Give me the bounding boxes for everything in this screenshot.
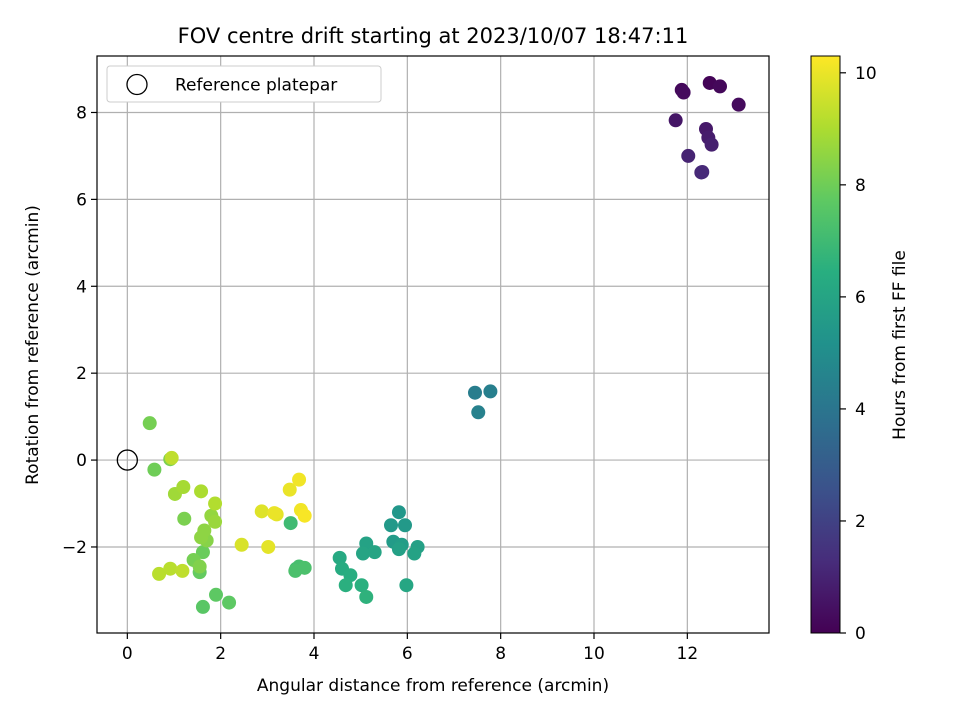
data-point (175, 563, 190, 578)
data-point (152, 566, 167, 581)
legend-box (106, 65, 382, 103)
data-point (195, 545, 210, 560)
data-point (676, 85, 691, 100)
x-tick-label: 8 (495, 644, 506, 664)
y-tick-label: −2 (62, 538, 87, 558)
reference-platepar-marker (116, 449, 138, 471)
data-point (261, 539, 276, 554)
y-tick-label: 0 (76, 451, 87, 471)
data-point (354, 578, 369, 593)
y-axis-ticks: −2 0 2 4 6 8 (62, 103, 97, 558)
x-axis-ticks: 0 2 4 6 8 10 12 (122, 633, 698, 664)
data-point (367, 545, 382, 560)
x-tick-label: 0 (122, 644, 133, 664)
legend: Reference platepar (106, 65, 382, 103)
data-point (359, 589, 374, 604)
data-point (164, 450, 179, 465)
colorbar-tick-label: 0 (855, 624, 866, 644)
data-point (468, 385, 482, 400)
data-point (192, 559, 207, 574)
data-point (384, 518, 398, 533)
data-point (391, 505, 406, 520)
data-point (297, 508, 312, 523)
data-point (471, 405, 486, 420)
data-point (356, 546, 370, 561)
colorbar: 0 2 4 6 8 10 Hours from first FF file (810, 55, 910, 644)
data-point (283, 516, 298, 531)
colorbar-label: Hours from first FF file (890, 250, 910, 440)
colorbar-tick-label: 10 (855, 64, 877, 84)
data-point (292, 472, 307, 487)
data-point (288, 563, 303, 578)
data-point (208, 496, 223, 511)
chart-title: FOV centre drift starting at 2023/10/07 … (178, 24, 689, 48)
data-point (194, 484, 209, 499)
data-point (391, 542, 406, 557)
x-tick-label: 10 (583, 644, 605, 664)
data-point (222, 595, 237, 610)
y-tick-label: 2 (76, 364, 87, 384)
colorbar-tick-label: 2 (855, 512, 866, 532)
data-point (338, 578, 353, 593)
data-point (398, 518, 412, 533)
data-point (407, 546, 422, 561)
data-point (713, 79, 727, 94)
data-point (209, 587, 223, 602)
y-tick-label: 4 (76, 277, 87, 297)
y-tick-label: 6 (76, 190, 87, 210)
colorbar-ticks: 0 2 4 6 8 10 (840, 64, 877, 644)
x-axis-label: Angular distance from reference (arcmin) (257, 676, 609, 696)
data-point (147, 462, 162, 477)
data-point (142, 416, 157, 431)
data-point (195, 599, 210, 614)
legend-marker (126, 73, 148, 96)
legend-entry-reference: Reference platepar (175, 76, 337, 96)
x-tick-label: 2 (215, 644, 226, 664)
data-point (234, 537, 249, 552)
x-tick-label: 12 (677, 644, 699, 664)
data-point (176, 480, 191, 495)
data-point (731, 97, 746, 112)
data-point (399, 578, 414, 593)
colorbar-gradient (810, 55, 841, 634)
data-point (254, 504, 269, 519)
data-point (483, 384, 498, 399)
data-point (704, 137, 719, 152)
data-point (267, 506, 282, 521)
data-points (116, 75, 746, 614)
data-point (197, 523, 212, 538)
data-point (163, 561, 178, 576)
data-point (681, 148, 696, 163)
data-point (208, 514, 223, 529)
data-point (332, 550, 347, 565)
data-point (668, 113, 683, 128)
y-tick-label: 8 (76, 103, 87, 123)
colorbar-tick-label: 6 (855, 288, 866, 308)
data-point (177, 511, 192, 526)
colorbar-tick-label: 4 (855, 400, 866, 420)
x-tick-label: 6 (402, 644, 413, 664)
colorbar-tick-label: 8 (855, 176, 866, 196)
plot-area-frame (96, 55, 770, 634)
data-point (282, 482, 297, 497)
x-tick-label: 4 (309, 644, 320, 664)
grid (97, 56, 769, 633)
data-point (695, 165, 710, 180)
y-axis-label: Rotation from reference (arcmin) (23, 205, 43, 485)
